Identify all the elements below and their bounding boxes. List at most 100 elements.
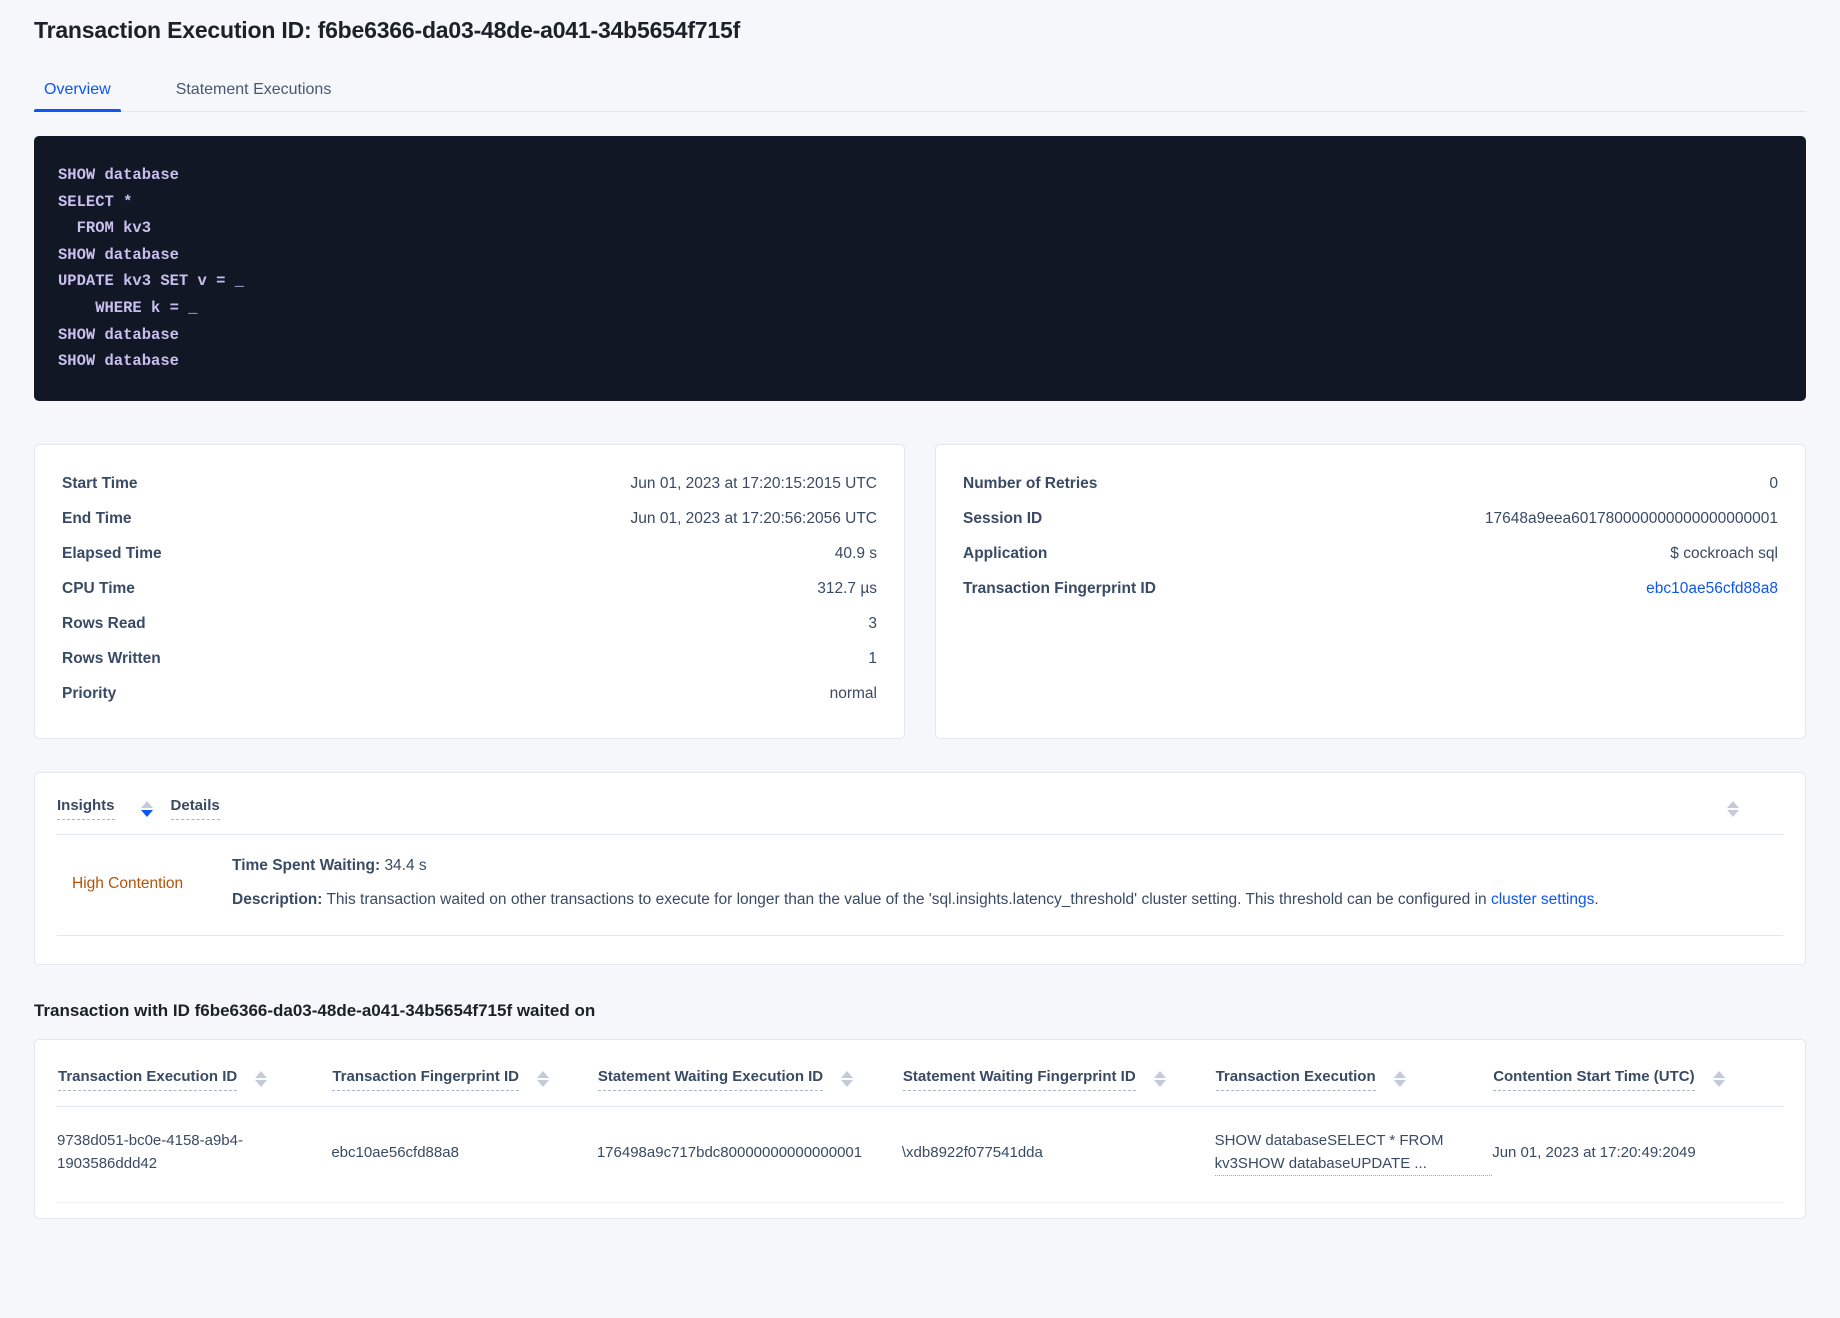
summary-label: Start Time bbox=[62, 475, 138, 492]
insight-description: Description: This transaction waited on … bbox=[232, 891, 1783, 909]
cluster-settings-link[interactable]: cluster settings bbox=[1490, 891, 1595, 908]
triangle-down-icon bbox=[1153, 1080, 1166, 1088]
triangle-down-icon bbox=[841, 1080, 854, 1088]
summary-value: $ cockroach sql bbox=[1670, 545, 1778, 562]
insight-details: Time Spent Waiting: 34.4 s Description: … bbox=[232, 857, 1783, 909]
summary-label: Application bbox=[963, 545, 1048, 562]
triangle-down-icon bbox=[140, 809, 153, 817]
summary-label: CPU Time bbox=[62, 580, 135, 597]
insights-card: Insights Details High Contention Time Sp… bbox=[34, 772, 1806, 965]
summary-value: 17648a9eea601780000000000000000001 bbox=[1484, 510, 1778, 527]
triangle-up-icon bbox=[140, 800, 153, 808]
sort-icon[interactable] bbox=[841, 1071, 854, 1088]
summary-value: 1 bbox=[868, 650, 877, 667]
triangle-up-icon bbox=[1393, 1071, 1406, 1079]
insights-row: High Contention Time Spent Waiting: 34.4… bbox=[57, 835, 1783, 936]
summary-card-right: Number of Retries 0 Session ID 17648a9ee… bbox=[935, 444, 1806, 739]
summary-label: Priority bbox=[62, 685, 117, 702]
summary-label: Number of Retries bbox=[963, 475, 1098, 492]
th-statement-waiting-execution-id[interactable]: Statement Waiting Execution ID bbox=[596, 1040, 902, 1107]
summary-value: Jun 01, 2023 at 17:20:56:2056 UTC bbox=[630, 510, 877, 527]
triangle-down-icon bbox=[255, 1080, 268, 1088]
waited-on-table-card: Transaction Execution ID Transaction Fin… bbox=[34, 1039, 1806, 1219]
table-row: 9738d051-bc0e-4158-a9b4-1903586ddd42 ebc… bbox=[57, 1106, 1783, 1203]
summary-row-elapsed-time: Elapsed Time 40.9 s bbox=[62, 537, 877, 572]
th-label: Transaction Fingerprint ID bbox=[332, 1068, 519, 1091]
cell-transaction-execution-id: 9738d051-bc0e-4158-a9b4-1903586ddd42 bbox=[57, 1106, 332, 1203]
insight-time-spent-waiting-label: Time Spent Waiting: bbox=[232, 857, 381, 874]
sort-icon[interactable] bbox=[537, 1071, 549, 1088]
insights-column-details[interactable]: Details bbox=[170, 797, 220, 820]
sort-icon[interactable] bbox=[1153, 1071, 1166, 1088]
summary-row-session-id: Session ID 17648a9eea6017800000000000000… bbox=[963, 502, 1778, 537]
summary-label: End Time bbox=[62, 510, 132, 527]
summary-row-rows-written: Rows Written 1 bbox=[62, 642, 877, 677]
summary-card-left: Start Time Jun 01, 2023 at 17:20:15:2015… bbox=[34, 444, 905, 739]
summary-row-transaction-fingerprint-id: Transaction Fingerprint ID ebc10ae56cfd8… bbox=[963, 572, 1778, 607]
insight-name: High Contention bbox=[72, 875, 184, 892]
th-transaction-execution-id[interactable]: Transaction Execution ID bbox=[57, 1040, 332, 1107]
triangle-up-icon bbox=[1712, 1071, 1725, 1079]
insight-description-tail: . bbox=[1594, 891, 1599, 908]
summary-row-priority: Priority normal bbox=[62, 677, 877, 712]
triangle-down-icon bbox=[1393, 1080, 1406, 1088]
insights-column-insights[interactable]: Insights bbox=[57, 797, 115, 820]
summary-label: Elapsed Time bbox=[62, 545, 162, 562]
sort-insights-right-icon[interactable] bbox=[1727, 800, 1739, 817]
summary-row-application: Application $ cockroach sql bbox=[963, 537, 1778, 572]
summary-value: 0 bbox=[1769, 475, 1778, 492]
page-title: Transaction Execution ID: f6be6366-da03-… bbox=[34, 17, 741, 43]
summary-row-start-time: Start Time Jun 01, 2023 at 17:20:15:2015… bbox=[62, 467, 877, 502]
summary-label: Rows Read bbox=[62, 615, 146, 632]
summary-cards-row: Start Time Jun 01, 2023 at 17:20:15:2015… bbox=[34, 444, 1806, 739]
waited-on-section-title: Transaction with ID f6be6366-da03-48de-a… bbox=[34, 1001, 596, 1020]
insight-time-spent-waiting: Time Spent Waiting: 34.4 s bbox=[232, 857, 1783, 875]
summary-value: 40.9 s bbox=[834, 545, 877, 562]
th-label: Transaction Execution bbox=[1215, 1068, 1376, 1091]
cell-statement-waiting-execution-id: 176498a9c717bdc80000000000000001 bbox=[596, 1106, 902, 1203]
summary-label: Transaction Fingerprint ID bbox=[963, 580, 1156, 597]
sql-code-block: SHOW database SELECT * FROM kv3 SHOW dat… bbox=[34, 136, 1806, 401]
th-label: Statement Waiting Fingerprint ID bbox=[902, 1068, 1136, 1091]
summary-value: normal bbox=[829, 685, 877, 702]
triangle-down-icon bbox=[537, 1080, 549, 1088]
th-label: Contention Start Time (UTC) bbox=[1493, 1068, 1695, 1091]
triangle-up-icon bbox=[255, 1071, 268, 1079]
triangle-up-icon bbox=[841, 1071, 854, 1079]
th-transaction-fingerprint-id[interactable]: Transaction Fingerprint ID bbox=[331, 1040, 597, 1107]
triangle-down-icon bbox=[1712, 1080, 1725, 1088]
sort-icon[interactable] bbox=[1712, 1071, 1725, 1088]
tab-bar: Overview Statement Executions bbox=[34, 68, 1806, 112]
summary-value: Jun 01, 2023 at 17:20:15:2015 UTC bbox=[630, 475, 877, 492]
th-statement-waiting-fingerprint-id[interactable]: Statement Waiting Fingerprint ID bbox=[901, 1040, 1215, 1107]
transaction-fingerprint-id-link[interactable]: ebc10ae56cfd88a8 bbox=[1646, 580, 1778, 597]
sort-icon[interactable] bbox=[255, 1071, 268, 1088]
summary-label: Session ID bbox=[963, 510, 1043, 527]
summary-row-rows-read: Rows Read 3 bbox=[62, 607, 877, 642]
summary-label: Rows Written bbox=[62, 650, 161, 667]
th-label: Transaction Execution ID bbox=[58, 1068, 238, 1091]
cell-transaction-execution-text[interactable]: SHOW databaseSELECT * FROM kv3SHOW datab… bbox=[1214, 1129, 1493, 1176]
table-header-row: Transaction Execution ID Transaction Fin… bbox=[57, 1040, 1783, 1107]
cell-transaction-fingerprint-id: ebc10ae56cfd88a8 bbox=[331, 1106, 597, 1203]
summary-row-number-of-retries: Number of Retries 0 bbox=[963, 467, 1778, 502]
insight-description-label: Description: bbox=[232, 891, 323, 908]
insight-time-spent-waiting-value: 34.4 s bbox=[384, 857, 427, 874]
insights-table-header: Insights Details bbox=[57, 773, 1783, 835]
triangle-up-icon bbox=[1727, 800, 1739, 808]
tab-overview[interactable]: Overview bbox=[34, 81, 121, 112]
waited-on-table: Transaction Execution ID Transaction Fin… bbox=[57, 1040, 1783, 1203]
cell-contention-start-time: Jun 01, 2023 at 17:20:49:2049 bbox=[1492, 1106, 1783, 1203]
summary-row-end-time: End Time Jun 01, 2023 at 17:20:56:2056 U… bbox=[62, 502, 877, 537]
sql-code-text: SHOW database SELECT * FROM kv3 SHOW dat… bbox=[58, 166, 245, 371]
insight-description-text: This transaction waited on other transac… bbox=[326, 891, 1491, 908]
triangle-down-icon bbox=[1727, 809, 1739, 817]
sort-icon[interactable] bbox=[1393, 1071, 1406, 1088]
th-contention-start-time[interactable]: Contention Start Time (UTC) bbox=[1492, 1040, 1783, 1107]
cell-transaction-execution[interactable]: SHOW databaseSELECT * FROM kv3SHOW datab… bbox=[1214, 1106, 1493, 1203]
tab-statement-executions[interactable]: Statement Executions bbox=[175, 81, 332, 98]
triangle-up-icon bbox=[1153, 1071, 1166, 1079]
th-transaction-execution[interactable]: Transaction Execution bbox=[1214, 1040, 1493, 1107]
page-root: Transaction Execution ID: f6be6366-da03-… bbox=[34, 17, 1806, 1219]
sort-insights-icon[interactable] bbox=[140, 800, 153, 817]
